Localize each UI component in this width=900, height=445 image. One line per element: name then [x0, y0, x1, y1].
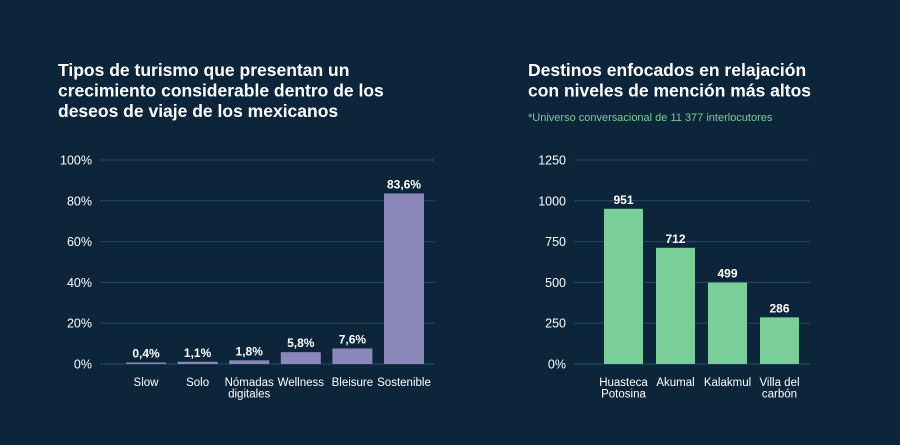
bar-value-label: 1,8%: [236, 344, 264, 358]
bar: [656, 247, 695, 364]
x-category-label: Potosina: [601, 389, 646, 401]
x-category-label: digitales: [228, 389, 270, 401]
bar-value-label: 1,1%: [184, 346, 212, 360]
y-tick-label: 20%: [67, 317, 92, 331]
x-category-label: Solo: [186, 377, 209, 389]
x-category-label: Kalakmul: [704, 377, 751, 389]
x-category-label: Slow: [134, 377, 160, 389]
chart-title-line: crecimiento considerable dentro de los: [58, 81, 384, 101]
y-tick-label: 40%: [67, 276, 92, 290]
bar-value-label: 7,6%: [339, 332, 367, 346]
x-category-label: Huasteca: [599, 377, 648, 389]
y-tick-label: 1000: [538, 194, 566, 208]
y-tick-label: 1250: [538, 154, 566, 168]
x-category-label: carbón: [762, 389, 797, 401]
y-tick-label: 100%: [60, 154, 92, 168]
y-tick-label: 750: [545, 235, 566, 249]
bar: [384, 193, 424, 364]
bar-value-label: 712: [665, 232, 685, 246]
y-tick-label: 0%: [548, 358, 566, 372]
x-category-label: Wellness: [278, 377, 325, 389]
y-tick-label: 250: [545, 317, 566, 331]
y-tick-label: 0%: [74, 358, 92, 372]
chart-title-line: Destinos enfocados en relajación: [528, 60, 806, 80]
bar: [177, 361, 218, 364]
bar-value-label: 286: [769, 301, 789, 315]
x-category-label: Akumal: [656, 377, 694, 389]
y-tick-label: 500: [545, 276, 566, 290]
bar-value-label: 499: [717, 267, 737, 281]
bar: [708, 282, 747, 364]
bar: [760, 317, 799, 364]
chart-title-line: Tipos de turismo que presentan un: [58, 60, 349, 80]
bar: [126, 362, 166, 364]
chart-subtitle: *Universo conversacional de 11 377 inter…: [528, 112, 773, 124]
x-category-label: Villa del: [759, 377, 799, 389]
chart-title-line: con niveles de mención más altos: [528, 81, 811, 101]
bar: [280, 352, 321, 364]
bar: [332, 348, 373, 364]
y-tick-label: 80%: [67, 194, 92, 208]
bar-value-label: 0,4%: [132, 347, 160, 361]
bar-value-label: 951: [613, 193, 633, 207]
bar-value-label: 83,6%: [387, 177, 421, 191]
bar: [604, 208, 643, 364]
chart-title-line: deseos de viaje de los mexicanos: [58, 101, 338, 121]
bar-value-label: 5,8%: [287, 336, 315, 350]
y-tick-label: 60%: [67, 235, 92, 249]
x-category-label: Bleisure: [332, 377, 374, 389]
bar: [229, 360, 270, 364]
x-category-label: Sostenible: [377, 377, 431, 389]
x-category-label: Nómadas: [225, 377, 274, 389]
